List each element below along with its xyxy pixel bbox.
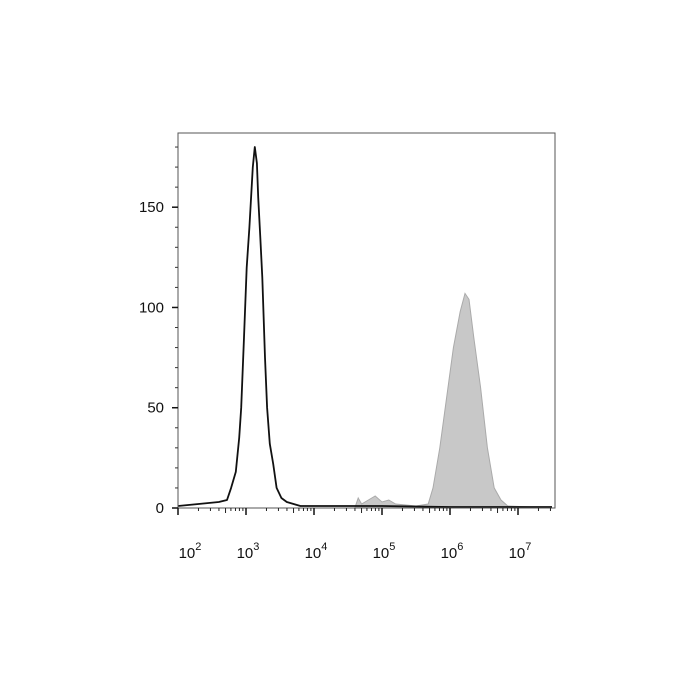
x-tick-exponent: 2 bbox=[195, 541, 201, 553]
x-tick-base: 10 bbox=[179, 545, 196, 562]
x-tick-exponent: 4 bbox=[321, 541, 327, 553]
series-0-line bbox=[177, 146, 552, 508]
x-tick-label: 107 bbox=[509, 541, 532, 562]
plot-frame bbox=[177, 132, 556, 509]
x-tick-exponent: 7 bbox=[525, 541, 531, 553]
y-tick-label: 100 bbox=[139, 299, 164, 316]
x-tick-exponent: 5 bbox=[389, 541, 395, 553]
y-tick-label: 50 bbox=[147, 400, 164, 417]
x-tick-base: 10 bbox=[373, 545, 390, 562]
series-1-area bbox=[178, 292, 553, 509]
y-tick-label: 150 bbox=[139, 199, 164, 216]
x-tick-label: 103 bbox=[237, 541, 260, 562]
x-tick-label: 102 bbox=[179, 541, 202, 562]
x-tick-exponent: 3 bbox=[253, 541, 259, 553]
y-tick-label: 0 bbox=[156, 500, 164, 517]
x-tick-label: 104 bbox=[305, 541, 328, 562]
x-tick-exponent: 6 bbox=[457, 541, 463, 553]
x-tick-label: 106 bbox=[441, 541, 464, 562]
x-tick-base: 10 bbox=[509, 545, 526, 562]
x-tick-base: 10 bbox=[305, 545, 322, 562]
x-tick-label: 105 bbox=[373, 541, 396, 562]
x-tick-base: 10 bbox=[441, 545, 458, 562]
series-layer bbox=[177, 146, 553, 509]
x-tick-base: 10 bbox=[237, 545, 254, 562]
